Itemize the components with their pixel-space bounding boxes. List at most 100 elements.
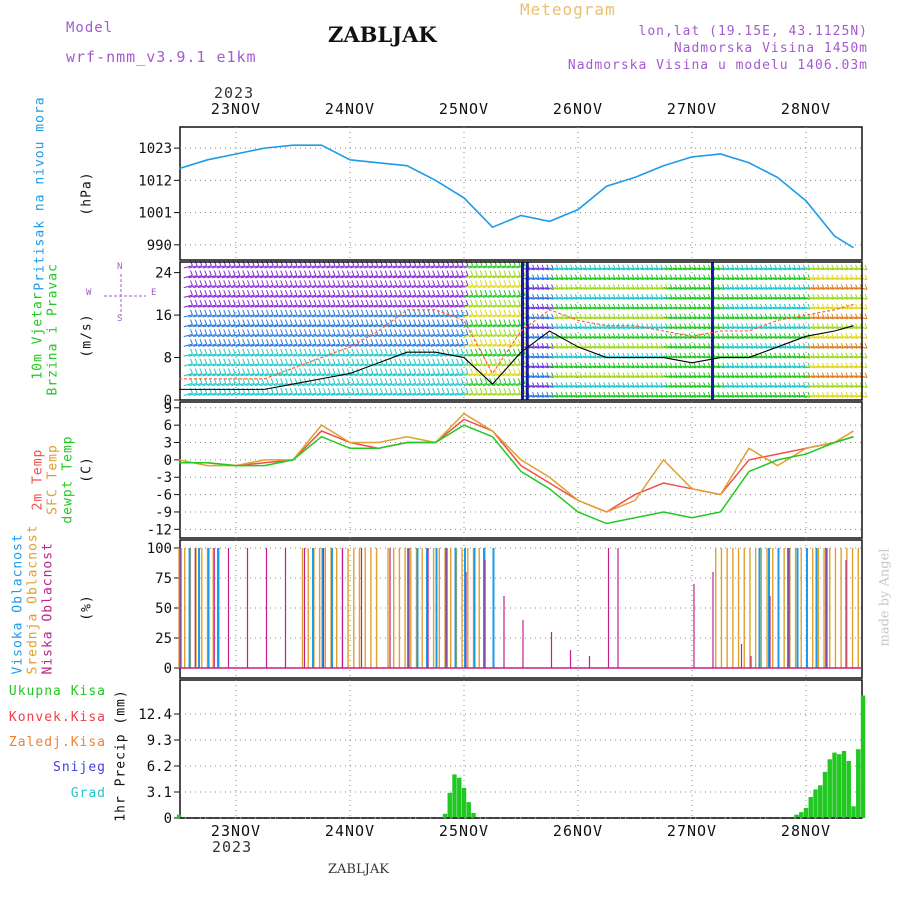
wind-barb <box>269 382 279 387</box>
wind-barb-flag <box>308 348 312 355</box>
wind-barb-flag <box>370 368 374 374</box>
wind-barb-flag <box>475 387 478 394</box>
wind-barb <box>734 375 744 379</box>
wind-barb <box>853 267 863 271</box>
wind-barb-flag <box>318 329 322 335</box>
wind-barb <box>734 345 744 349</box>
wind-barb-flag <box>399 378 402 384</box>
wind-barb-flag <box>247 368 250 374</box>
wind-barb-flag <box>285 319 288 325</box>
wind-barb <box>307 294 317 298</box>
wind-barb <box>482 314 492 318</box>
wind-barb-flag <box>394 387 398 394</box>
wind-barb-flag <box>194 348 198 355</box>
wind-barb <box>511 343 521 347</box>
wind-barb <box>231 275 241 279</box>
wind-barb <box>639 385 649 388</box>
wind-barb <box>753 355 763 359</box>
wind-barb <box>767 316 777 320</box>
wind-barb-flag <box>427 299 431 306</box>
wind-barb <box>231 333 241 338</box>
wind-barb-flag <box>266 289 269 296</box>
wind-barb <box>468 314 478 318</box>
wind-barb-flag <box>422 348 426 355</box>
wind-barb <box>739 277 749 281</box>
wind-barb <box>786 394 796 398</box>
wind-barb-flag <box>247 329 250 335</box>
wind-barb <box>796 267 806 271</box>
wind-barb-flag <box>403 387 407 394</box>
pressure-ytick-label: 1023 <box>138 141 172 157</box>
wind-barb-flag <box>285 378 288 384</box>
wind-barb-flag <box>294 348 298 355</box>
wind-barb-flag <box>389 319 393 325</box>
wind-barb <box>639 267 649 271</box>
wind-barb-flag <box>266 338 269 345</box>
wind-barb <box>288 294 298 298</box>
wind-barb <box>544 336 554 339</box>
wind-barb-flag <box>441 368 445 374</box>
wind-barb <box>392 324 402 328</box>
wind-barb <box>691 345 701 349</box>
wind-barb <box>497 392 507 396</box>
wind-barb <box>411 373 421 377</box>
wind-barb <box>777 267 787 271</box>
wind-barb-flag <box>304 280 307 286</box>
wind-barb <box>691 365 701 369</box>
wind-barb <box>402 275 412 279</box>
wind-barb-flag <box>275 289 279 296</box>
wind-barb <box>824 336 834 339</box>
wind-barb <box>216 382 226 387</box>
wind-barb-flag <box>204 338 208 345</box>
wind-barb-flag <box>209 319 212 325</box>
wind-barb <box>653 336 663 339</box>
wind-barb-flag <box>394 378 398 384</box>
wind-barb <box>658 296 668 300</box>
wind-barb <box>834 394 844 398</box>
wind-barb <box>511 275 521 279</box>
wind-barb <box>425 304 435 308</box>
wind-barb-flag <box>513 329 516 335</box>
wind-barb <box>601 375 611 379</box>
wind-barb <box>221 324 231 328</box>
wind-barb-flag <box>327 358 331 364</box>
wind-barb <box>682 277 692 281</box>
wind-barb <box>240 304 250 308</box>
compass-e: E <box>151 288 158 298</box>
wind-barb-flag <box>289 378 293 384</box>
wind-barb <box>682 287 692 290</box>
wind-barb-flag <box>408 319 412 325</box>
wind-barb-flag <box>323 299 326 306</box>
wind-barb-flag <box>280 378 284 384</box>
wind-barb-flag <box>346 387 350 394</box>
wind-barb <box>782 355 792 359</box>
wind-barb-flag <box>237 299 241 306</box>
wind-barb-flag <box>232 378 236 384</box>
wind-barb-flag <box>427 378 431 384</box>
wind-barb <box>473 373 483 377</box>
wind-barb <box>587 355 597 359</box>
wind-barb-flag <box>465 348 469 355</box>
wind-barb-flag <box>517 378 521 384</box>
wind-barb <box>805 326 815 330</box>
wind-barb <box>254 353 264 357</box>
precip-bar <box>466 802 471 818</box>
wind-barb <box>725 345 735 349</box>
wind-barb <box>202 294 212 298</box>
wind-barb-flag <box>508 280 512 286</box>
wind-barb-flag <box>204 329 208 335</box>
wind-barb-flag <box>261 368 265 374</box>
wind-barb <box>805 316 815 320</box>
wind-barb <box>425 284 435 289</box>
wind-barb-flag <box>517 338 521 345</box>
wind-barb <box>715 394 725 398</box>
wind-barb-flag <box>351 387 355 394</box>
wind-barb <box>444 304 454 308</box>
wind-barb <box>326 304 336 308</box>
wind-barb <box>226 284 236 289</box>
wind-barb <box>658 375 668 379</box>
wind-barb <box>630 267 640 271</box>
wind-barb <box>501 324 511 328</box>
wind-barb-flag <box>498 329 502 335</box>
wind-barb-flag <box>494 309 497 315</box>
